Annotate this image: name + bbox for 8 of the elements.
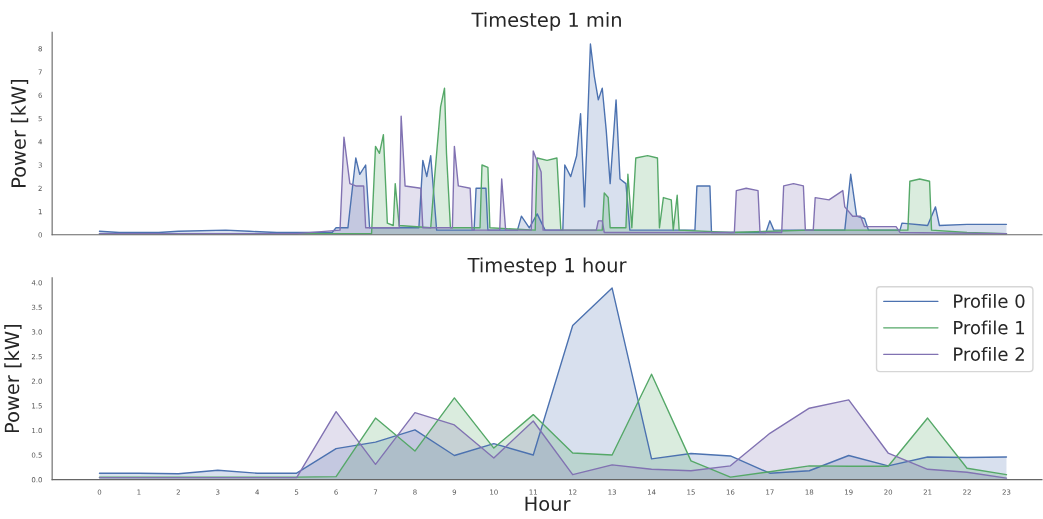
legend-label: Profile 1 — [954, 320, 1025, 335]
x-axis-title: Hour — [525, 496, 571, 512]
chart-title: Timestep 1 min — [471, 12, 621, 31]
legend-label: Profile 2 — [954, 346, 1024, 361]
chart-title: Timestep 1 hour — [467, 257, 627, 277]
y-axis-title: Power [kW] — [10, 79, 29, 187]
y-axis-title: Power [kW] — [4, 325, 22, 433]
legend-label: Profile 0 — [954, 293, 1025, 308]
